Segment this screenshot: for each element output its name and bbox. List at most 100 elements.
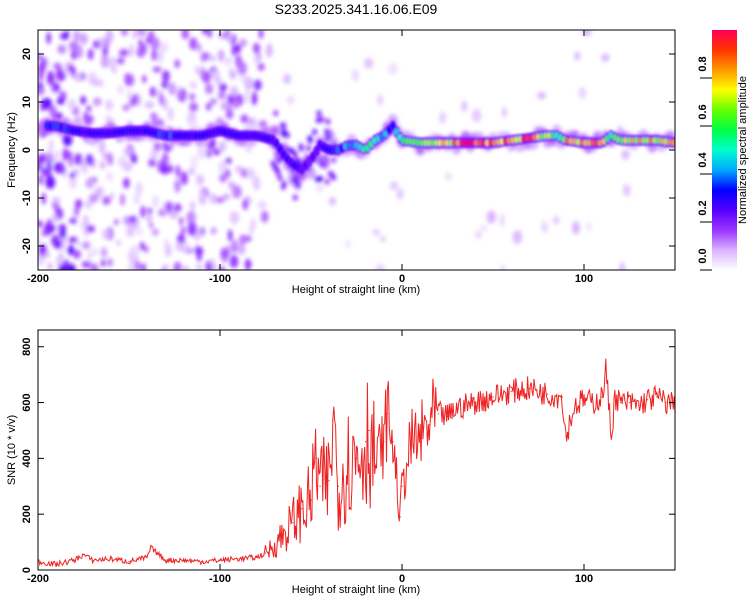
spectrogram-cell [281,180,287,187]
snr-point [374,463,376,465]
spectrogram-ytick-label: -10 [21,190,33,206]
spectrogram-cell [173,261,182,270]
snr-point [665,401,667,404]
spectrogram-cell [138,39,143,47]
spectrogram-cell [185,242,190,253]
snr-ytick-label: 800 [21,338,33,356]
spectrogram-cell [379,236,387,243]
spectrogram-cell [153,141,162,152]
spectrogram-cell [143,245,149,253]
spectrogram-cell [246,167,256,180]
spectrogram-cell [172,203,182,212]
snr-point [656,396,658,398]
spectrogram-cell [53,239,63,250]
spectrogram-cell [219,173,226,183]
spectrogram-cell [56,98,65,105]
snr-point [638,404,640,406]
spectrogram-cell [160,164,170,175]
spectrogram-cell [218,49,225,62]
spectrogram-cell [571,221,581,235]
spectrogram-cell [68,236,79,244]
colorbar-tick-label: 0.4 [697,151,709,167]
spectrogram-cell [87,48,94,61]
snr-point [601,396,603,398]
spectrogram-cell [228,32,233,42]
spectrogram-cell [159,93,164,106]
snr-panel: -200 -100 0 100 0 200 400 600 800 Height of stra… [6,329,676,596]
spectrogram-cell [92,97,102,107]
spectrogram-cell [69,217,77,224]
spectrogram-cell [218,141,227,152]
spectrogram-cell [228,181,235,189]
spectrogram-cell [231,44,236,57]
spectrogram-cell [49,105,57,119]
spectrogram-cell [175,242,186,252]
spectrogram-cell [116,57,125,65]
spectrogram-cell [248,226,254,235]
spectrogram-cell [210,258,216,266]
spectrogram-cell [55,255,64,266]
spectrogram-cell [142,75,147,83]
spectrogram-cell [258,30,264,40]
spectrogram-cell [227,229,233,242]
snr-xtick-label: -200 [27,573,49,585]
spectrogram-cell [84,200,93,209]
spectrogram-cell [390,122,396,130]
spectrogram-cell [202,30,208,35]
spectrogram-cell [586,222,592,232]
spectrogram-cell [149,37,160,51]
spectrogram-cell [188,167,195,175]
spectrogram-cell [314,147,319,155]
spectrogram-cell [71,48,77,61]
snr-point [619,401,622,404]
spectrogram-cell [100,246,108,258]
spectrogram-cell [91,79,100,87]
spectrogram-cell [187,222,198,237]
snr-point [428,424,430,426]
spectrogram-cell [86,176,95,190]
spectrogram-cell [73,249,81,260]
spectrogram-cell [240,114,249,124]
snr-point [592,401,594,404]
spectrogram-cell [140,263,146,270]
spectrogram-cell [232,100,239,109]
spectrogram-cell [38,53,43,61]
snr-point [301,508,303,510]
spectrogram-cell [244,77,254,91]
spectrogram-ytick-label: -20 [21,238,33,254]
spectrogram-ytick-label: 0 [21,147,33,153]
spectrogram-cell [73,72,83,82]
spectrogram-cell [229,254,239,269]
spectrogram-cell [81,241,91,250]
spectrogram-cell [601,53,610,62]
spectrogram-cell [270,160,276,167]
spectrogram-cell [280,130,286,137]
snr-point [332,418,334,420]
spectrogram-cell [461,100,468,113]
spectrogram-cell [174,59,181,69]
spectrogram-cell [81,260,92,269]
spectrogram-cell [319,161,325,168]
spectrogram-cell [218,32,224,39]
spectrogram-cell [105,30,114,44]
spectrogram-cell [74,153,83,166]
spectrogram-cell [148,158,156,167]
snr-point [392,441,394,443]
spectrogram-cell [324,178,330,185]
spectrogram-cell [212,264,217,270]
spectrogram-cell [85,225,96,233]
spectrogram-cell [621,149,630,160]
spectrogram-cell [61,164,66,175]
spectrogram-cell [174,179,181,193]
snr-point [219,559,221,561]
spectrogram-cell [38,87,45,95]
spectrogram-cell [317,175,323,182]
spectrogram-cell [315,184,324,192]
spectrogram-cell [96,186,104,198]
snr-point [386,413,389,415]
spectrogram-cell [151,228,159,236]
spectrogram-cell [240,168,249,178]
spectrogram-cell [213,68,220,82]
snr-points [38,368,675,566]
spectrogram-cell [99,36,105,50]
